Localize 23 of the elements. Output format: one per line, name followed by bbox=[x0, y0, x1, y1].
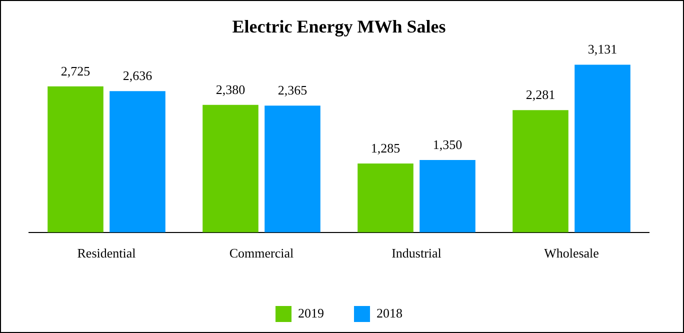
data-label: 1,285 bbox=[370, 140, 400, 156]
chart-title: Electric Energy MWh Sales bbox=[232, 16, 446, 36]
data-label: 1,350 bbox=[432, 136, 462, 152]
bar bbox=[48, 86, 104, 232]
x-tick-label: Wholesale bbox=[544, 246, 600, 261]
bar bbox=[512, 110, 568, 232]
bar bbox=[358, 164, 414, 232]
x-tick-label: Residential bbox=[77, 246, 136, 261]
data-label: 2,380 bbox=[216, 82, 246, 97]
x-tick-label: Industrial bbox=[392, 246, 442, 261]
legend-label: 2018 bbox=[376, 305, 402, 320]
data-label: 2,365 bbox=[278, 82, 308, 98]
bar bbox=[264, 106, 320, 232]
data-label: 3,131 bbox=[588, 42, 618, 57]
data-label: 2,725 bbox=[60, 63, 90, 78]
x-tick-label: Commercial bbox=[229, 246, 294, 261]
legend-label: 2019 bbox=[298, 305, 324, 320]
data-label: 2,636 bbox=[122, 68, 153, 84]
bar bbox=[110, 91, 166, 232]
bar bbox=[420, 160, 476, 232]
bar bbox=[202, 104, 258, 232]
bar bbox=[574, 64, 630, 232]
data-label: 2,281 bbox=[526, 87, 556, 102]
